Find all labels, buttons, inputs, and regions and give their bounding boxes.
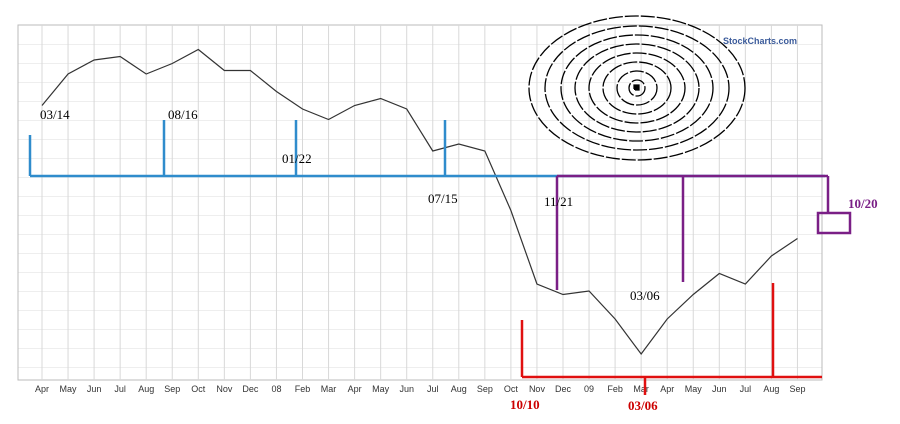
x-tick-label: Feb	[295, 384, 311, 394]
x-tick-label: Aug	[763, 384, 779, 394]
annotation: 03/14	[40, 107, 70, 122]
plot-area	[17, 24, 823, 381]
red-markers	[520, 283, 822, 395]
annotation: 11/21	[544, 194, 573, 209]
x-tick-label: May	[60, 384, 78, 394]
annotations: 03/14 08/16 01/22 07/15 11/21 03/06 10/10 03/06…	[40, 107, 878, 413]
x-tick-label: Sep	[477, 384, 493, 394]
x-tick-label: Dec	[555, 384, 572, 394]
grid: Apr May Jun Jul Aug Sep Oct Nov Dec 08 Feb Mar Apr Ma…	[35, 25, 805, 394]
x-tick-label: Nov	[529, 384, 546, 394]
purple-markers	[555, 174, 852, 290]
x-tick-label: 08	[271, 384, 281, 394]
x-tick-label: Sep	[164, 384, 180, 394]
x-tick-label: 09	[584, 384, 594, 394]
x-tick-label: Jun	[399, 384, 414, 394]
x-tick-label: Mar	[633, 384, 649, 394]
annotation: 03/06	[630, 288, 660, 303]
annotation: 10/20	[848, 196, 878, 211]
annotation: 03/06	[628, 398, 658, 413]
x-tick-label: Feb	[607, 384, 623, 394]
x-tick-label: Apr	[348, 384, 362, 394]
x-tick-label: Jul	[740, 384, 752, 394]
annotation: 08/16	[168, 107, 198, 122]
price-line	[41, 48, 798, 356]
x-tick-label: Apr	[660, 384, 674, 394]
x-tick-label: Apr	[35, 384, 49, 394]
x-tick-label: Jul	[427, 384, 439, 394]
x-tick-label: Sep	[789, 384, 805, 394]
x-tick-label: Aug	[138, 384, 154, 394]
annotation: 07/15	[428, 191, 458, 206]
x-tick-label: Mar	[321, 384, 337, 394]
x-tick-label: Jun	[87, 384, 102, 394]
x-tick-label: Nov	[216, 384, 233, 394]
series	[41, 48, 798, 356]
x-tick-label: Dec	[242, 384, 259, 394]
annotation: 10/10	[510, 397, 540, 412]
x-tick-label: May	[372, 384, 390, 394]
x-tick-label: Oct	[191, 384, 206, 394]
x-tick-label: Aug	[451, 384, 467, 394]
x-tick-label: Oct	[504, 384, 519, 394]
x-tick-label: Jul	[114, 384, 126, 394]
annotation: 01/22	[282, 151, 312, 166]
watermark: StockCharts.com	[723, 36, 797, 46]
x-tick-label: May	[685, 384, 703, 394]
x-tick-label: Jun	[712, 384, 727, 394]
spiral-decoration	[528, 15, 746, 161]
